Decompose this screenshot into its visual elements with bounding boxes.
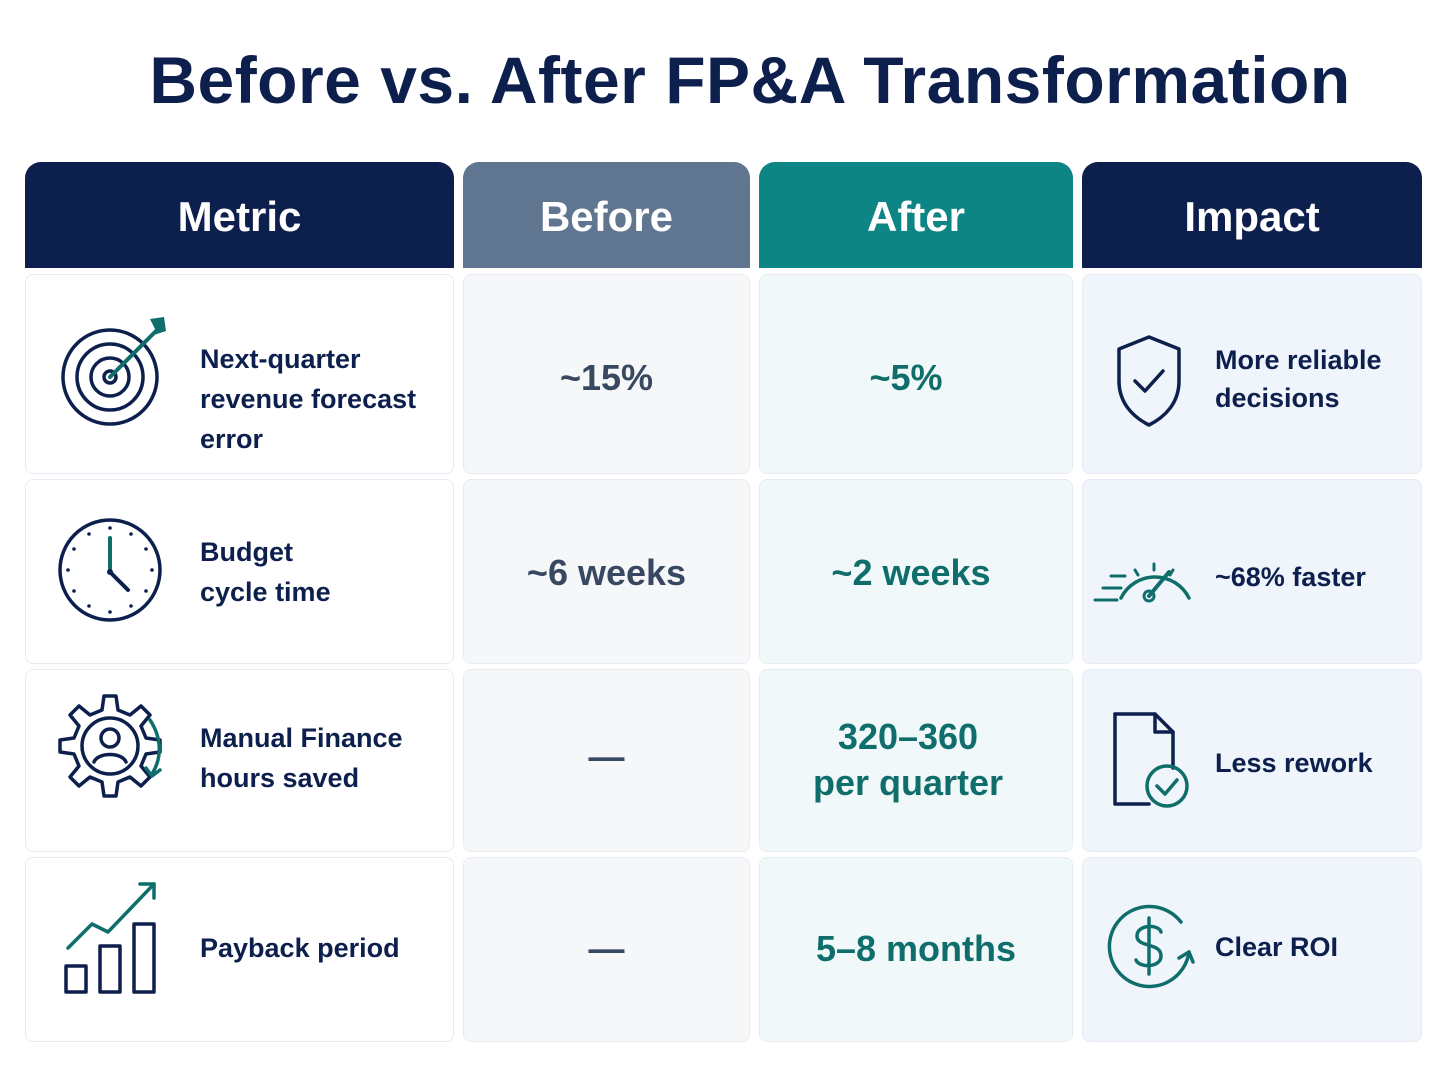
- impact-cell: Less rework: [1082, 669, 1422, 852]
- metric-cell: Payback period: [25, 857, 454, 1042]
- column-header-before: Before: [463, 162, 750, 268]
- before-cell: ~15%: [463, 274, 750, 474]
- gear-person-icon: [52, 690, 172, 825]
- metric-cell: Manual Finance hours saved: [25, 669, 454, 852]
- shield-check-icon: [1111, 331, 1187, 436]
- metric-label-line-1: Payback period: [200, 933, 400, 963]
- metric-label-line-1: Budget: [200, 537, 293, 567]
- after-value: ~5%: [869, 357, 943, 398]
- after-value-line-2: per quarter: [812, 762, 1004, 803]
- metric-label-line-2: cycle time: [200, 577, 331, 607]
- impact-cell: Clear ROI: [1082, 857, 1422, 1042]
- before-cell: —: [463, 669, 750, 852]
- impact-label-line-1: More reliable: [1215, 345, 1382, 375]
- before-cell: ~6 weeks: [463, 479, 750, 664]
- impact-label-line-2: decisions: [1215, 383, 1340, 413]
- after-value: 5–8 months: [815, 928, 1017, 969]
- target-arrow-icon: [56, 301, 176, 446]
- speedometer-icon: [1091, 542, 1195, 611]
- impact-label-line-1: Less rework: [1215, 748, 1373, 778]
- after-cell: 5–8 months: [759, 857, 1073, 1042]
- after-value: ~2 weeks: [831, 552, 991, 593]
- growth-chart-icon: [62, 878, 166, 1003]
- impact-label-line-1: Clear ROI: [1215, 932, 1339, 962]
- metric-label-line-2: revenue forecast error: [200, 384, 417, 454]
- page-title: Before vs. After FP&A Transformation: [149, 43, 1351, 117]
- before-value: ~6 weeks: [526, 552, 687, 593]
- metric-cell: Budget cycle time: [25, 479, 454, 664]
- metric-cell: Next-quarter revenue forecast error: [25, 274, 454, 474]
- impact-cell: ~68% faster: [1082, 479, 1422, 664]
- column-header-impact: Impact: [1082, 162, 1422, 268]
- impact-cell: More reliable decisions: [1082, 274, 1422, 474]
- metric-label-line-1: Manual Finance: [200, 723, 403, 753]
- dollar-cycle-icon: [1103, 896, 1199, 1001]
- after-cell: ~5%: [759, 274, 1073, 474]
- clock-icon: [56, 512, 166, 633]
- before-cell: —: [463, 857, 750, 1042]
- after-cell: ~2 weeks: [759, 479, 1073, 664]
- column-header-after: After: [759, 162, 1073, 268]
- metric-label-line-2: hours saved: [200, 763, 360, 793]
- before-value: ~15%: [559, 357, 654, 398]
- column-header-metric: Metric: [25, 162, 454, 268]
- before-value: —: [588, 928, 625, 969]
- metric-label-line-1: Next-quarter: [200, 344, 361, 374]
- after-cell: 320–360 per quarter: [759, 669, 1073, 852]
- before-value: —: [588, 736, 625, 777]
- after-value-line-1: 320–360: [837, 716, 979, 757]
- document-check-icon: [1111, 710, 1195, 819]
- impact-label-line-1: ~68% faster: [1215, 562, 1366, 592]
